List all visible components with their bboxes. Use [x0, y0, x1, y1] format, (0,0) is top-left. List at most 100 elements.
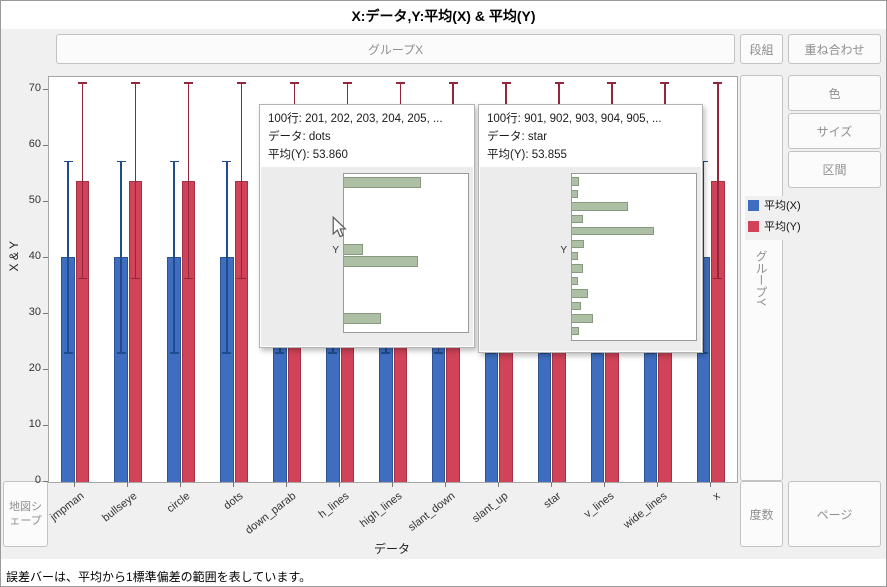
tooltip-mean-line: 平均(Y): 53.860 — [268, 149, 348, 161]
legend-label-mean-y: 平均(Y) — [764, 221, 801, 233]
error-bar-cap — [275, 352, 285, 354]
error-bar-cap — [169, 352, 179, 354]
histogram-bar — [572, 214, 584, 223]
y-tick-mark — [43, 201, 48, 203]
error-bar-cap — [236, 82, 246, 84]
y-tick-mark — [43, 145, 48, 147]
histogram-bar — [572, 289, 589, 298]
legend: 平均(X) 平均(Y) — [745, 196, 804, 240]
error-bar-cap — [713, 277, 723, 280]
histogram-bar — [344, 243, 363, 255]
x-tick-mark — [444, 482, 446, 487]
error-bar-bullseye — [134, 82, 137, 279]
mini-chart-y-label: Y — [332, 245, 339, 256]
y-tick-label: 50 — [28, 194, 41, 207]
x-tick-mark — [656, 482, 658, 487]
tooltip-mean-line: 平均(Y): 53.855 — [487, 149, 567, 161]
error-bar-cap — [78, 82, 88, 84]
y-tick-label: 70 — [28, 82, 41, 95]
tooltip-text: 100行: 201, 202, 203, 204, 205, ... データ: … — [260, 105, 474, 163]
y-tick-label: 20 — [28, 362, 41, 375]
drop-zone-frequency[interactable]: 度数 — [740, 481, 783, 547]
x-tick-mark — [233, 482, 235, 487]
legend-swatch-mean-x — [748, 199, 759, 211]
drop-zone-map-shape[interactable]: 地図シェープ — [3, 481, 48, 547]
error-bar-jmpman — [67, 161, 69, 353]
histogram-bar — [572, 202, 628, 211]
error-bar-x — [702, 161, 705, 353]
error-bar-cap — [448, 82, 458, 84]
histogram-bar — [572, 301, 581, 311]
error-bar-cap — [342, 82, 352, 84]
y-tick-label: 0 — [34, 474, 41, 486]
x-tick-mark — [74, 482, 76, 487]
error-bar-jmpman — [81, 82, 84, 279]
hover-tooltip-star: 100行: 901, 902, 903, 904, 905, ... データ: … — [478, 104, 703, 353]
error-bar-circle — [173, 161, 175, 353]
y-tick-mark — [43, 425, 48, 427]
error-bar-bullseye — [120, 161, 122, 353]
x-tick-mark — [339, 482, 341, 487]
error-bar-cap — [713, 82, 723, 84]
x-tick-mark — [550, 482, 552, 487]
y-tick-label: 10 — [28, 418, 41, 431]
x-tick-mark — [709, 482, 711, 487]
error-bar-circle — [187, 82, 190, 279]
tooltip-data-line: データ: star — [487, 131, 548, 143]
drop-zone-color[interactable]: 色 — [788, 75, 881, 111]
tooltip-rows-line: 100行: 901, 902, 903, 904, 905, ... — [487, 113, 662, 125]
error-bar-cap — [222, 160, 232, 163]
legend-item-mean-y[interactable]: 平均(Y) — [748, 218, 801, 234]
x-axis-title: データ — [373, 542, 410, 556]
y-tick-label: 30 — [28, 306, 41, 319]
error-bar-cap — [222, 352, 232, 354]
error-bar-cap — [116, 352, 126, 354]
x-tick-mark — [180, 482, 182, 487]
histogram-bar — [572, 314, 594, 323]
error-bar-cap — [381, 352, 391, 354]
legend-swatch-mean-y — [748, 220, 759, 232]
drop-zone-page[interactable]: ページ — [788, 481, 881, 547]
error-bar-cap — [184, 82, 194, 84]
page-title: X:データ,Y:平均(X) & 平均(Y) — [351, 8, 536, 24]
drop-zone-group-y[interactable]: グループY — [740, 75, 783, 481]
legend-item-mean-x[interactable]: 平均(X) — [748, 197, 801, 213]
error-bar-dots — [240, 82, 243, 279]
x-tick-mark — [392, 482, 393, 487]
legend-label-mean-x: 平均(X) — [764, 200, 801, 212]
histogram-bar — [344, 313, 382, 325]
drop-zone-interval[interactable]: 区間 — [788, 151, 881, 188]
drop-zone-column[interactable]: 段組 — [740, 34, 783, 64]
histogram-bar — [572, 326, 580, 336]
error-bar-cap — [131, 82, 141, 84]
error-bar-cap — [169, 160, 179, 163]
drop-zone-group-x[interactable]: グループX — [56, 34, 735, 64]
y-tick-label: 60 — [28, 138, 41, 151]
histogram-bar — [572, 264, 584, 273]
error-bar-cap — [289, 82, 299, 84]
histogram-bar — [572, 252, 579, 261]
tooltip-rows-line: 100行: 201, 202, 203, 204, 205, ... — [268, 113, 443, 125]
drop-zone-size[interactable]: サイズ — [788, 113, 881, 149]
error-bar-cap — [698, 352, 708, 354]
y-tick-mark — [43, 313, 48, 315]
histogram-bar — [572, 239, 585, 248]
y-tick-mark — [43, 369, 48, 371]
error-bar-footnote: 誤差バーは、平均から1標準偏差の範囲を表しています。 — [6, 570, 312, 584]
drop-zone-overlay[interactable]: 重ね合わせ — [788, 34, 881, 64]
error-bar-cap — [395, 82, 405, 84]
error-bar-cap — [607, 82, 617, 84]
histogram-bar — [572, 227, 654, 236]
tooltip-text: 100行: 901, 902, 903, 904, 905, ... データ: … — [479, 105, 702, 163]
tooltip-data-line: データ: dots — [268, 131, 331, 143]
tooltip-graphlet: Y — [480, 167, 701, 351]
x-tick-mark — [603, 482, 605, 487]
hover-tooltip-dots: 100行: 201, 202, 203, 204, 205, ... データ: … — [259, 104, 475, 348]
error-bar-cap — [63, 352, 73, 354]
error-bar-cap — [698, 160, 708, 163]
histogram-bar — [572, 276, 579, 286]
error-bar-cap — [184, 277, 194, 280]
histogram-bar — [344, 256, 419, 268]
error-bar-cap — [236, 277, 246, 280]
error-bar-x — [717, 82, 719, 279]
